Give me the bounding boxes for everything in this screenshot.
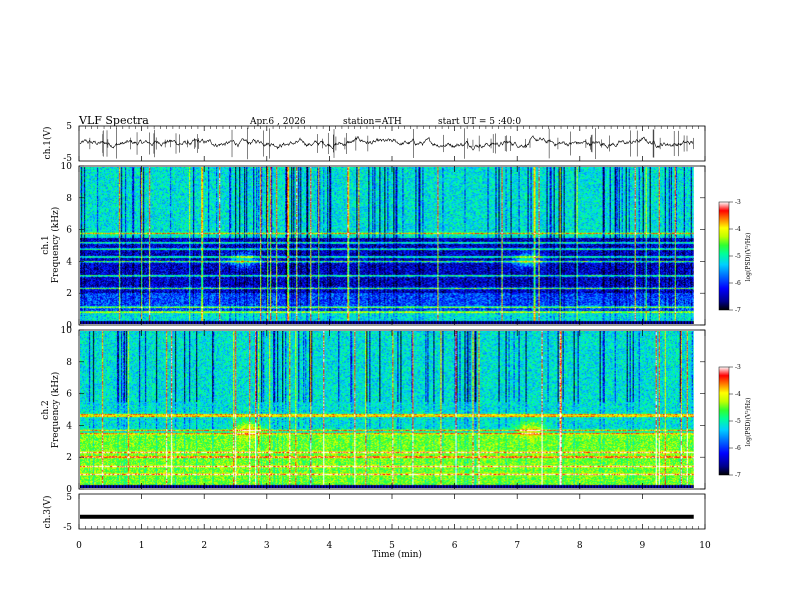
cb1-tick-label-2: -5 bbox=[735, 253, 741, 260]
time-axis-label: Time (min) bbox=[372, 549, 422, 560]
yt2-label-5: 10 bbox=[61, 326, 73, 336]
yt2-label-0: 0 bbox=[66, 485, 72, 495]
yt1-label-3: 6 bbox=[66, 226, 72, 236]
x-tick-label-10: 10 bbox=[699, 541, 711, 551]
cb2-tick-label-2: -5 bbox=[735, 418, 741, 425]
ch2-spectrogram-yticks: 0 2 4 6 8 10 bbox=[61, 326, 705, 495]
ch1-waveform-line bbox=[79, 127, 694, 160]
ch3-ytick-top: 5 bbox=[66, 493, 72, 503]
ch1-spec-ylabel: Frequency (kHz) bbox=[50, 207, 61, 284]
ch1-colorbar: log(PSD)(V²/Hz) -3 -4 -5 -6 -7 bbox=[718, 199, 752, 314]
ch2-spec-channel-label: ch.2 bbox=[41, 400, 51, 419]
yt2-label-4: 8 bbox=[66, 358, 72, 368]
ch2-spectrogram-image bbox=[80, 331, 694, 488]
date-label: Apr.6 , 2026 bbox=[249, 117, 306, 127]
yt1-label-2: 4 bbox=[66, 257, 72, 267]
ch1-spec-channel-label: ch.1 bbox=[41, 235, 51, 254]
x-tick-label-6: 6 bbox=[452, 541, 458, 551]
x-tick-label-2: 2 bbox=[201, 541, 207, 551]
figure-title: VLF Spectra bbox=[78, 114, 149, 127]
ch3-waveform-panel: 5 -5 ch.3(V) bbox=[42, 493, 706, 533]
ch1-waveform-frame bbox=[78, 125, 706, 162]
x-tick-label-9: 9 bbox=[640, 541, 646, 551]
ch3-ylabel: ch.3(V) bbox=[42, 496, 53, 529]
yt2-label-1: 2 bbox=[66, 453, 72, 463]
x-tick-label-3: 3 bbox=[264, 541, 270, 551]
cb1-tick-label-4: -7 bbox=[735, 307, 741, 314]
x-tick-label-5: 5 bbox=[389, 541, 395, 551]
cb1-tick-label-3: -6 bbox=[735, 280, 741, 287]
ch1-colorbar-rect bbox=[718, 201, 730, 311]
ch1-colorbar-label: log(PSD)(V²/Hz) bbox=[745, 233, 752, 282]
x-tick-label-8: 8 bbox=[577, 541, 583, 551]
yt2-label-2: 4 bbox=[66, 421, 72, 431]
ch1-spectrogram-yticks: 0 2 4 6 8 10 bbox=[61, 162, 705, 331]
ch1-ytick-bottom: -5 bbox=[63, 154, 72, 164]
ch1-waveform-panel: 5 -5 ch.1(V) bbox=[42, 122, 706, 164]
ch1-spectrogram-panel: 0 2 4 6 8 10 ch.1 Frequency (kHz) bbox=[41, 162, 706, 331]
ch1-ytick-top: 5 bbox=[66, 122, 72, 132]
ch2-colorbar-label: log(PSD)(V²/Hz) bbox=[745, 398, 752, 447]
ch2-colorbar: log(PSD)(V²/Hz) -3 -4 -5 -6 -7 bbox=[718, 364, 752, 479]
station-label: station=ATH bbox=[343, 117, 402, 127]
cb1-tick-label-1: -4 bbox=[735, 226, 741, 233]
ch2-colorbar-rect bbox=[718, 366, 730, 476]
ch2-spectrogram-panel: 0 2 4 6 8 10 ch.2 Frequency (kHz) bbox=[41, 326, 706, 495]
ch2-spec-ylabel: Frequency (kHz) bbox=[50, 372, 61, 449]
yt1-label-4: 8 bbox=[66, 194, 72, 204]
x-tick-label-4: 4 bbox=[327, 541, 333, 551]
yt1-label-0: 0 bbox=[66, 321, 72, 331]
cb2-tick-label-4: -7 bbox=[735, 472, 741, 479]
ch1-ylabel: ch.1(V) bbox=[42, 127, 53, 160]
cb2-tick-label-0: -3 bbox=[735, 364, 741, 371]
ch3-waveform-frame bbox=[78, 493, 706, 530]
start-time-label: start UT = 5 :40:0 bbox=[438, 117, 521, 127]
x-tick-label-1: 1 bbox=[139, 541, 145, 551]
cb2-tick-label-1: -4 bbox=[735, 391, 741, 398]
ch3-ytick-bottom: -5 bbox=[63, 523, 72, 533]
ch1-spectrogram-image bbox=[80, 167, 694, 324]
yt1-label-1: 2 bbox=[66, 289, 72, 299]
cb1-tick-label-0: -3 bbox=[735, 199, 741, 206]
yt1-label-5: 10 bbox=[61, 162, 73, 172]
x-tick-label-0: 0 bbox=[76, 541, 82, 551]
cb2-tick-label-3: -6 bbox=[735, 445, 741, 452]
yt2-label-3: 6 bbox=[66, 390, 72, 400]
time-axis: 0 1 2 3 4 5 6 7 8 9 10 bbox=[76, 126, 711, 551]
x-tick-label-7: 7 bbox=[514, 541, 520, 551]
